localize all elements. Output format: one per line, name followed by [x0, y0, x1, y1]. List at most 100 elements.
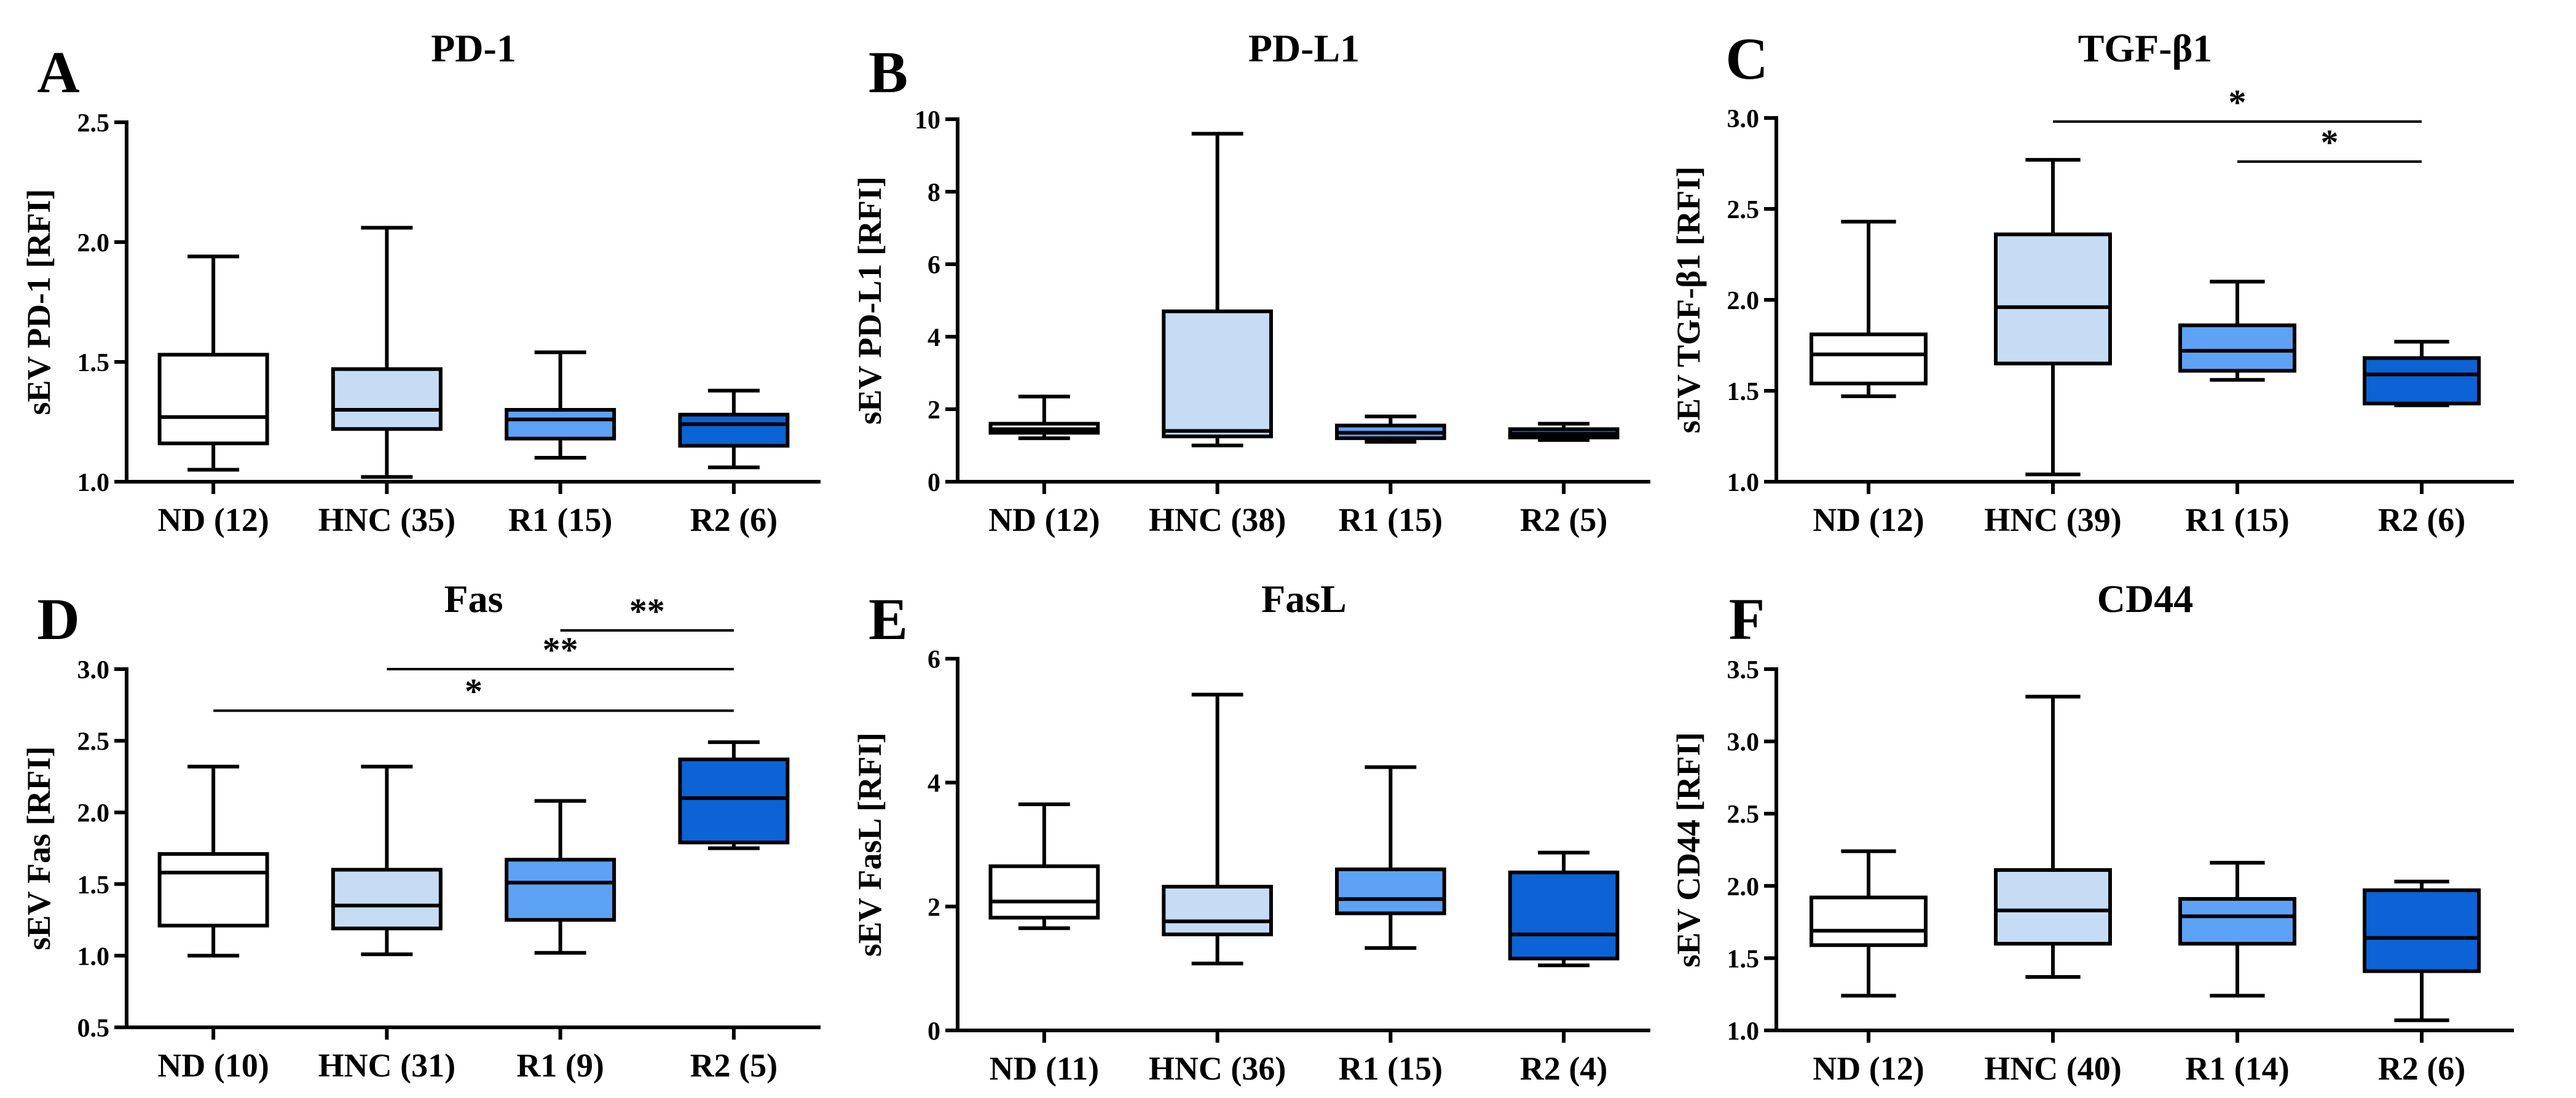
panel-letter: D	[37, 586, 79, 652]
y-axis-label: sEV CD44 [RFI]	[1670, 732, 1707, 967]
iqr-box	[678, 757, 790, 845]
x-tick-label: HNC (39)	[1984, 501, 2121, 538]
panel-title: PD-L1	[1248, 26, 1360, 70]
significance-label: *	[2229, 82, 2247, 122]
panel-letter: A	[37, 39, 79, 105]
y-tick-label: 0	[928, 469, 940, 497]
significance-label: *	[2321, 122, 2339, 162]
y-tick-label: 0	[928, 1018, 940, 1046]
x-tick-label: R1 (15)	[1339, 1050, 1443, 1087]
y-tick-label: 2.5	[77, 728, 110, 756]
iqr-box	[157, 353, 269, 445]
box-nd	[1810, 219, 1928, 398]
y-tick-label: 2.0	[77, 799, 110, 828]
x-tick-label: HNC (35)	[318, 501, 455, 538]
iqr-box	[1162, 309, 1273, 439]
iqr-box	[157, 852, 269, 928]
y-tick-label: 3.0	[1727, 105, 1760, 133]
y-tick-label: 4	[928, 324, 940, 352]
y-tick-label: 2.0	[1727, 287, 1760, 315]
y-axis-label: sEV PD-1 [RFI]	[20, 189, 57, 415]
box-nd	[157, 254, 269, 472]
x-tick-label: R2 (4)	[1520, 1050, 1607, 1087]
x-tick-label: ND (12)	[157, 501, 269, 538]
box-r2	[2363, 340, 2481, 407]
panel-letter: C	[1725, 26, 1768, 92]
panel-title: CD44	[2097, 577, 2193, 621]
box-hnc	[1162, 131, 1273, 447]
iqr-box	[2178, 896, 2296, 946]
significance-label: **	[629, 591, 665, 631]
box-nd	[988, 802, 1100, 930]
x-tick-label: R2 (5)	[1520, 501, 1607, 538]
significance-label: *	[465, 672, 483, 712]
iqr-box	[505, 858, 616, 922]
y-tick-label: 1.5	[1727, 378, 1760, 406]
box-hnc	[1162, 692, 1273, 966]
y-axis-label: sEV TGF-β1 [RFI]	[1670, 167, 1707, 433]
y-tick-label: 2.0	[1727, 873, 1760, 901]
y-tick-label: 0.5	[77, 1014, 110, 1043]
box-nd	[157, 764, 269, 958]
box-nd	[1810, 849, 1928, 998]
y-tick-label: 6	[928, 251, 940, 280]
y-tick-label: 2.5	[1727, 801, 1760, 829]
y-tick-label: 3.0	[1727, 729, 1760, 757]
x-tick-label: ND (12)	[1813, 501, 1924, 538]
panel-title: Fas	[444, 577, 503, 621]
y-axis-label: sEV FasL [RFI]	[851, 732, 888, 957]
y-tick-label: 2.0	[77, 229, 110, 257]
y-tick-label: 1.0	[77, 943, 110, 971]
panel-letter: E	[869, 586, 908, 652]
panel-letter: F	[1729, 586, 1765, 652]
panel-letter: B	[869, 39, 908, 105]
x-tick-label: ND (12)	[1813, 1050, 1924, 1087]
y-tick-label: 1.5	[77, 871, 110, 900]
x-tick-label: R1 (15)	[1339, 501, 1443, 538]
x-tick-label: HNC (36)	[1149, 1050, 1286, 1087]
iqr-box	[331, 367, 443, 431]
box-hnc	[1994, 158, 2112, 477]
iqr-box	[1994, 232, 2112, 366]
y-tick-label: 4	[928, 770, 940, 798]
x-tick-label: R1 (15)	[2185, 501, 2289, 538]
y-tick-label: 6	[928, 646, 940, 674]
y-tick-label: 2	[928, 893, 940, 922]
iqr-box	[1162, 885, 1273, 936]
y-tick-label: 2.5	[77, 109, 110, 138]
y-tick-label: 8	[928, 179, 940, 207]
y-tick-label: 2.5	[1727, 196, 1760, 224]
x-tick-label: HNC (40)	[1984, 1050, 2121, 1087]
iqr-box	[505, 408, 616, 441]
y-tick-label: 3.0	[77, 656, 110, 684]
iqr-box	[1810, 332, 1928, 386]
y-tick-label: 1.0	[1727, 469, 1760, 497]
y-tick-label: 10	[915, 106, 940, 135]
x-tick-label: R2 (6)	[2378, 501, 2465, 538]
y-axis-label: sEV Fas [RFI]	[20, 746, 57, 950]
iqr-box	[331, 868, 443, 931]
box-hnc	[331, 225, 443, 479]
panel-d: D Fas sEV Fas [RFI] 0.5 1.0 1.5 2.0 2.5 3.0 ND (1…	[20, 577, 821, 1084]
iqr-box	[1335, 867, 1446, 916]
y-tick-label: 3.5	[1727, 656, 1760, 684]
iqr-box	[1994, 868, 2112, 946]
panel-b: B PD-L1 sEV PD-L1 [RFI] 0 2 4 6 8 10 ND (12) HNC (…	[851, 26, 1650, 538]
box-r2	[678, 740, 790, 850]
x-tick-label: R1 (14)	[2185, 1050, 2289, 1087]
box-r2	[678, 388, 790, 469]
y-tick-label: 2	[928, 396, 940, 425]
box-r2	[1508, 422, 1620, 442]
y-tick-label: 1.5	[77, 349, 110, 377]
box-r1	[2178, 280, 2296, 382]
x-tick-label: ND (12)	[988, 501, 1100, 538]
iqr-box	[1810, 895, 1928, 947]
iqr-box	[2178, 323, 2296, 373]
box-hnc	[1994, 694, 2112, 979]
box-r1	[1335, 414, 1446, 444]
panel-title: PD-1	[431, 26, 516, 70]
iqr-box	[2363, 356, 2481, 406]
panel-title: TGF-β1	[2078, 26, 2213, 70]
box-hnc	[331, 764, 443, 957]
